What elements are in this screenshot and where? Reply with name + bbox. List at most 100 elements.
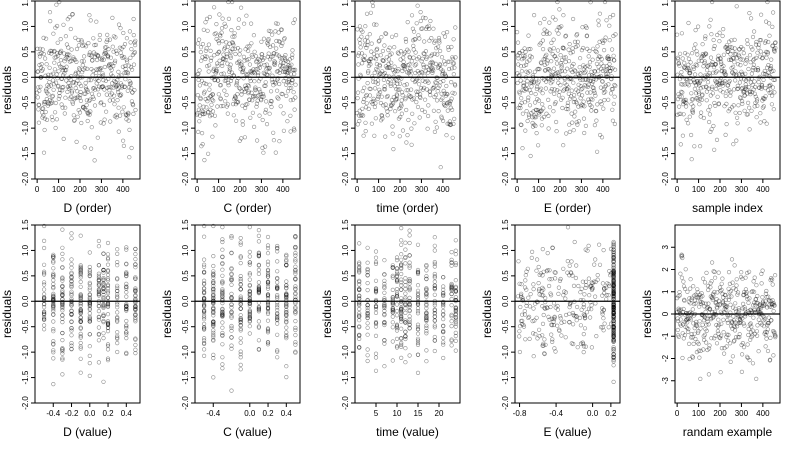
data-point	[256, 250, 262, 255]
data-point	[292, 128, 297, 133]
data-point	[133, 306, 138, 311]
data-point	[565, 106, 571, 112]
data-point	[124, 304, 129, 309]
data-point	[357, 306, 362, 312]
data-point	[766, 70, 771, 75]
data-point	[573, 99, 579, 104]
data-point	[698, 86, 704, 91]
data-point	[393, 109, 398, 114]
data-point	[530, 120, 535, 126]
data-point	[592, 69, 598, 74]
data-point	[733, 78, 738, 83]
data-point	[259, 55, 265, 60]
data-point	[447, 66, 452, 72]
data-point	[529, 84, 534, 89]
data-point	[601, 316, 606, 321]
data-point	[675, 327, 680, 333]
data-point	[757, 85, 762, 90]
data-point	[686, 56, 692, 62]
data-point	[236, 75, 241, 81]
data-point	[690, 107, 695, 113]
panel-2: 0 100 200 300 400-2.0-1.5-1.0-0.50.00.51.01.…	[160, 0, 301, 215]
data-point	[764, 336, 769, 341]
data-point	[381, 72, 386, 77]
data-point	[133, 303, 138, 308]
data-point	[769, 102, 775, 107]
data-point	[41, 295, 47, 300]
data-point	[378, 71, 383, 76]
data-point	[415, 370, 421, 376]
data-point	[425, 126, 430, 131]
data-point	[565, 103, 570, 108]
data-point	[745, 112, 751, 117]
data-point	[54, 72, 59, 77]
data-point	[576, 104, 581, 109]
data-point	[124, 271, 129, 276]
data-point	[265, 54, 271, 59]
data-point	[45, 103, 51, 108]
data-point	[78, 309, 83, 314]
data-point	[231, 101, 236, 107]
data-point	[713, 62, 718, 67]
data-point	[715, 94, 720, 99]
data-point	[579, 286, 584, 291]
data-point	[553, 119, 559, 125]
data-point	[608, 91, 614, 96]
data-point	[87, 295, 92, 300]
data-point	[604, 18, 609, 23]
data-point	[115, 305, 120, 310]
data-point	[359, 34, 364, 39]
data-point	[761, 96, 766, 101]
data-point	[223, 99, 228, 104]
data-point	[710, 0, 715, 5]
data-point	[218, 96, 223, 101]
data-point	[571, 128, 576, 133]
data-point	[771, 353, 776, 358]
data-point	[357, 282, 362, 287]
data-point	[594, 118, 599, 123]
data-point	[101, 251, 106, 256]
data-point	[256, 56, 261, 62]
data-point	[211, 269, 216, 274]
data-point	[200, 142, 205, 147]
data-point	[65, 51, 70, 57]
data-point	[287, 68, 292, 73]
data-point	[69, 300, 74, 305]
data-point	[533, 332, 538, 337]
data-point	[434, 46, 439, 51]
data-point	[41, 312, 47, 317]
data-point	[51, 293, 56, 298]
data-point	[133, 294, 138, 299]
data-point	[451, 72, 456, 77]
data-point	[420, 56, 425, 61]
data-point	[257, 58, 262, 63]
data-point	[756, 349, 761, 354]
data-point	[393, 68, 398, 73]
data-point	[212, 77, 217, 83]
x-tick-label: 100	[692, 409, 706, 418]
data-point	[119, 46, 124, 51]
data-point	[238, 261, 243, 266]
data-point	[50, 94, 55, 99]
data-point	[264, 99, 269, 104]
data-point	[410, 97, 415, 102]
data-point	[64, 55, 69, 60]
data-point	[55, 84, 61, 89]
data-point	[540, 321, 546, 327]
data-point	[603, 83, 609, 88]
data-point	[368, 62, 373, 67]
data-point	[51, 31, 56, 36]
data-point	[124, 270, 129, 275]
data-point	[555, 76, 561, 81]
data-point	[84, 66, 90, 71]
data-point	[84, 98, 89, 103]
data-point	[107, 98, 112, 103]
data-point	[604, 297, 609, 302]
y-tick-label: 0.0	[501, 295, 510, 307]
data-point	[373, 80, 378, 85]
data-point	[552, 54, 558, 59]
data-point	[88, 52, 93, 57]
data-point	[90, 58, 95, 63]
data-point	[90, 94, 95, 99]
data-point	[66, 45, 71, 50]
